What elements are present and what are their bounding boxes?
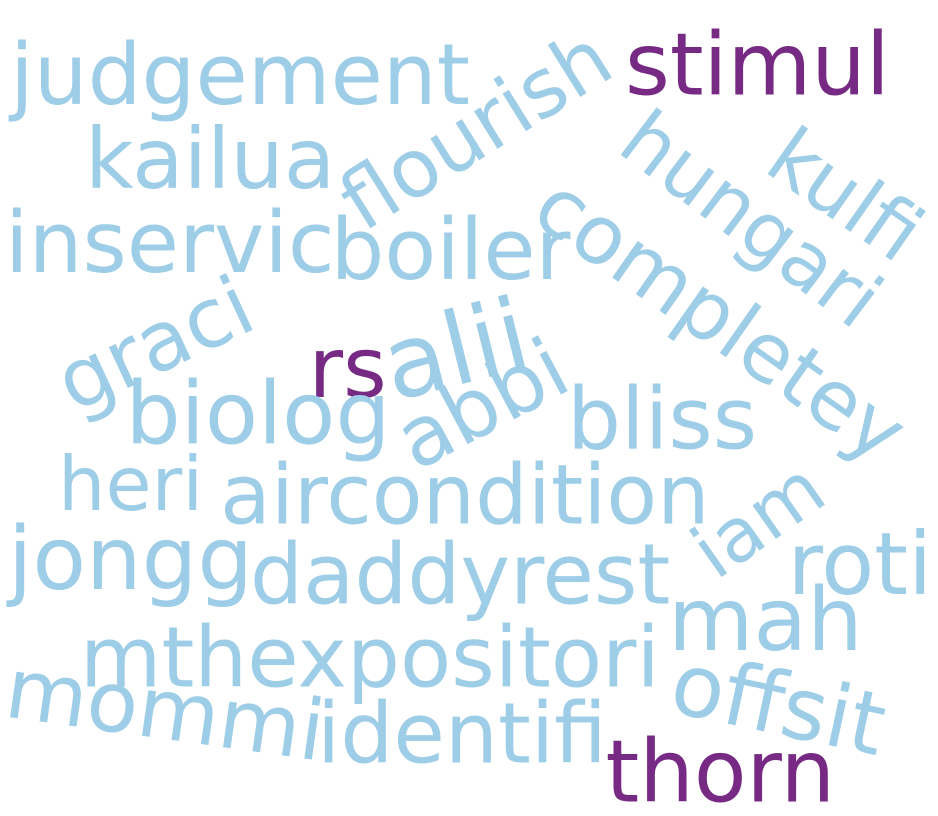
word-heri: heri xyxy=(57,441,203,529)
word-mthexpositori: mthexpositori xyxy=(79,608,660,707)
word-judgement: judgement xyxy=(10,24,471,125)
word-stimul: stimul xyxy=(624,14,890,115)
word-rs: rs xyxy=(307,318,387,418)
word-kailua: kailua xyxy=(84,111,336,209)
word-jongg: jongg xyxy=(7,508,253,611)
word-aircondition: aircondition xyxy=(220,446,710,544)
word-biolog: biolog xyxy=(125,364,391,465)
word-thorn: thorn xyxy=(604,721,835,816)
word-daddyrest: daddyrest xyxy=(250,525,671,624)
word-bliss: bliss xyxy=(566,370,758,470)
word-inservic: inservic xyxy=(5,193,335,293)
word-boiler: boiler xyxy=(329,199,570,300)
word-roti: roti xyxy=(787,514,933,615)
word-mah: mah xyxy=(667,568,863,672)
word-identifi: identifi xyxy=(317,685,607,783)
